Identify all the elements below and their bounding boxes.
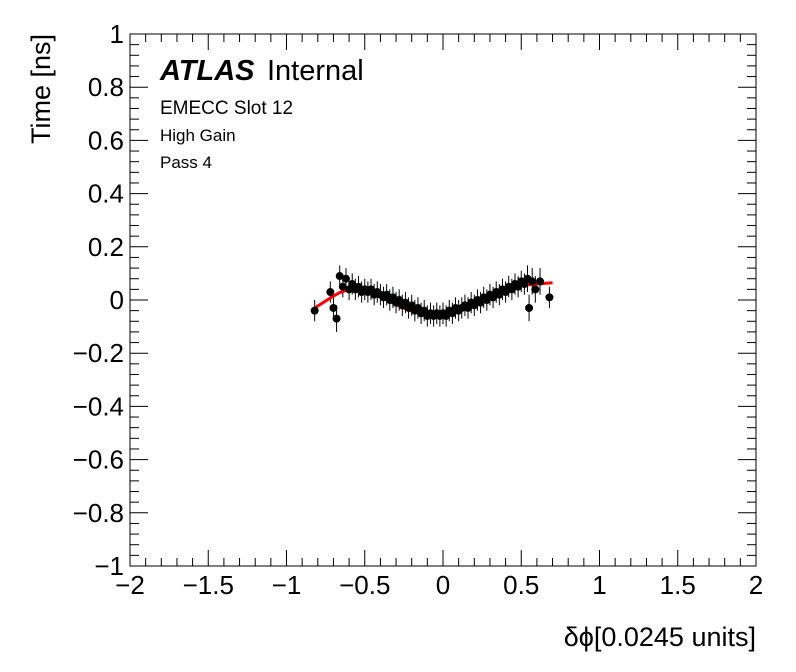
y-tick-label: 0.6 <box>88 125 124 155</box>
data-point <box>335 272 344 281</box>
data-point <box>329 303 338 312</box>
x-tick-label: −2 <box>115 570 145 600</box>
data-point <box>545 293 554 302</box>
axis-tick-labels: −2 −1.5 −1 −0.5 0 0.5 1 1.5 2 −1 −0.8 −0.6 −0.4 −0.2 0… <box>73 19 764 600</box>
y-tick-label: 0.8 <box>88 72 124 102</box>
x-tick-label: 2 <box>749 570 763 600</box>
data-point <box>326 288 335 297</box>
plot-frame <box>129 33 757 567</box>
x-tick-label: −0.5 <box>339 570 390 600</box>
data-point <box>310 306 319 315</box>
y-tick-label: −0.4 <box>73 391 124 421</box>
atlas-bold-text: ATLAS <box>159 55 255 87</box>
y-tick-label: −0.8 <box>73 498 124 528</box>
x-tick-label: 0 <box>436 570 450 600</box>
y-tick-label: 0 <box>110 285 124 315</box>
x-tick-label: −1 <box>272 570 302 600</box>
data-point <box>338 282 347 291</box>
y-tick-label: −0.2 <box>73 338 124 368</box>
x-tick-label: 1.5 <box>660 570 696 600</box>
data-point <box>341 274 350 283</box>
y-tick-label: 0.2 <box>88 232 124 262</box>
y-tick-label: 1 <box>110 19 124 49</box>
annotation-slot: EMECC Slot 12 <box>160 98 293 119</box>
y-axis-title: Time [ns] <box>26 34 56 144</box>
x-tick-label: 0.5 <box>503 570 539 600</box>
data-point <box>536 277 545 286</box>
annotation-pass: Pass 4 <box>160 153 212 172</box>
y-tick-label: −1 <box>94 551 124 581</box>
x-tick-label: 1 <box>592 570 606 600</box>
data-point <box>528 277 537 286</box>
data-point <box>525 303 534 312</box>
y-tick-label: −0.6 <box>73 445 124 475</box>
y-tick-label: 0.4 <box>88 179 124 209</box>
x-axis-title: δϕ[0.0245 units] <box>564 622 756 652</box>
axis-ticks <box>129 33 757 567</box>
data-point <box>332 314 341 323</box>
data-points <box>310 272 554 323</box>
data-point <box>531 285 540 294</box>
x-tick-label: −1.5 <box>183 570 234 600</box>
annotation-gain: High Gain <box>160 126 236 145</box>
atlas-label: ATLAS Internal <box>159 55 364 87</box>
atlas-internal-text: Internal <box>267 55 364 87</box>
